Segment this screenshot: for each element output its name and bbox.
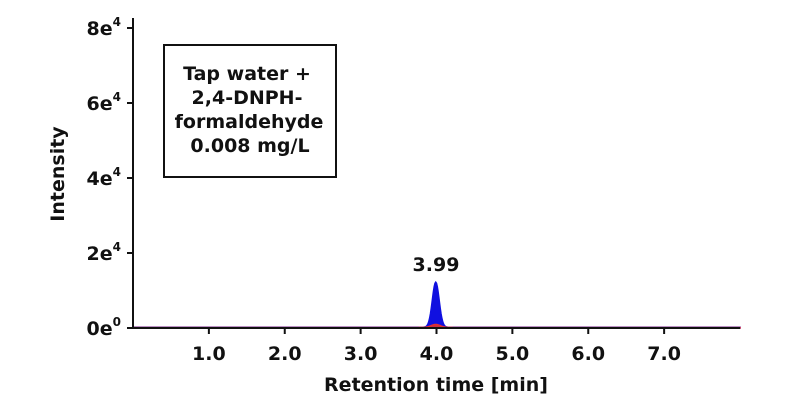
annotation-line-4: 0.008 mg/L [190, 135, 309, 157]
x-tick-label: 3.0 [344, 343, 378, 365]
y-tick-label: 8e4 [87, 15, 121, 40]
peak-label: 3.99 [413, 254, 460, 276]
annotation-line-1: Tap water + [183, 63, 311, 85]
annotation-box: Tap water + 2,4-DNPH- formaldehyde 0.008… [163, 44, 337, 178]
annotation-line-3: formaldehyde [175, 111, 324, 133]
x-axis-title: Retention time [min] [324, 374, 548, 396]
annotation-line-2: 2,4-DNPH- [192, 87, 303, 109]
series-layer [132, 280, 741, 329]
annotation-box-frame [163, 44, 337, 178]
y-tick-label: 6e4 [87, 90, 121, 115]
series-trace [132, 280, 741, 329]
y-tick-label: 4e4 [87, 165, 121, 190]
x-tick-label: 2.0 [268, 343, 302, 365]
y-tick-label: 2e4 [87, 240, 121, 265]
x-tick-label: 4.0 [420, 343, 454, 365]
x-tick-label: 7.0 [647, 343, 681, 365]
x-ticks: 1.0 2.0 3.0 4.0 5.0 6.0 7.0 [192, 328, 681, 365]
x-tick-label: 5.0 [496, 343, 530, 365]
y-axis-title: Intensity [47, 126, 69, 222]
y-tick-label: 0e0 [87, 315, 121, 340]
y-ticks: 0e0 2e4 4e4 6e4 8e4 [87, 15, 133, 340]
x-tick-label: 1.0 [192, 343, 226, 365]
x-tick-label: 6.0 [571, 343, 605, 365]
